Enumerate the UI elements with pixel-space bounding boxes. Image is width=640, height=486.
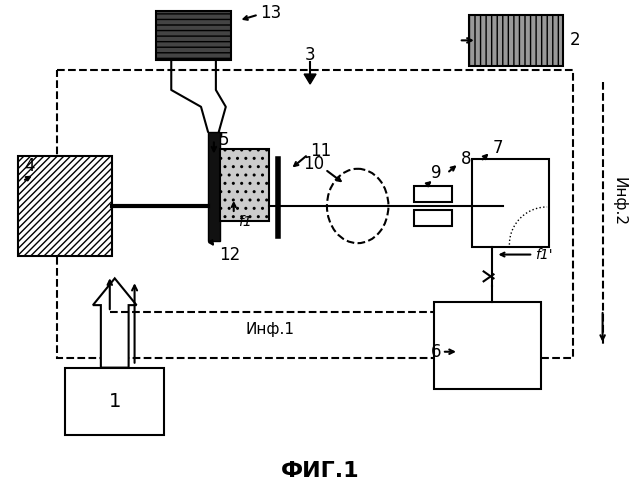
Text: 13: 13 (260, 3, 282, 21)
Bar (472, 159, 549, 246)
Text: Инф.2: Инф.2 (612, 176, 627, 226)
Polygon shape (304, 74, 316, 84)
Bar (208, 132, 220, 241)
Bar (434, 302, 541, 389)
Bar (414, 186, 452, 202)
Bar (156, 11, 231, 60)
Text: 1: 1 (109, 392, 121, 411)
Text: 9: 9 (431, 164, 441, 182)
Polygon shape (93, 278, 136, 367)
Bar (220, 150, 269, 221)
Text: 10: 10 (303, 156, 324, 174)
Text: 11: 11 (310, 142, 332, 160)
Bar (65, 367, 164, 435)
Bar (57, 70, 573, 358)
Text: 2: 2 (570, 32, 580, 50)
Text: 4: 4 (24, 157, 35, 175)
Text: f1': f1' (535, 247, 553, 261)
Text: Инф.1: Инф.1 (246, 322, 295, 337)
Text: 7: 7 (493, 139, 503, 157)
Text: 8: 8 (461, 150, 471, 168)
Text: 3: 3 (305, 46, 316, 64)
Text: ФИГ.1: ФИГ.1 (281, 461, 359, 481)
Bar (468, 15, 563, 66)
Text: 5: 5 (219, 131, 229, 149)
Bar (414, 210, 452, 226)
Text: f1: f1 (237, 215, 252, 229)
Bar (17, 156, 112, 256)
Text: 6: 6 (431, 343, 441, 361)
Text: 12: 12 (219, 245, 240, 263)
